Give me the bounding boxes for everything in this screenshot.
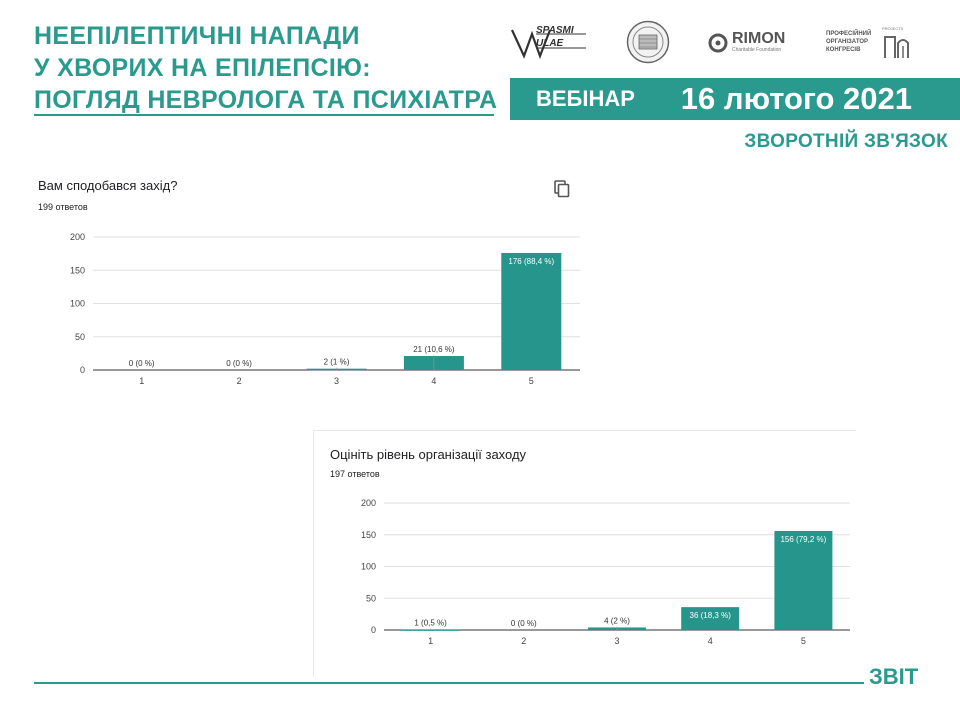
- chart-2-data-label: 36 (18,3 %): [690, 611, 732, 620]
- chart-2-title: Оцініть рівень організації заходу: [330, 447, 527, 462]
- report-label: ЗВІТ: [869, 664, 919, 689]
- chart-1-title: Вам сподобався захід?: [38, 178, 178, 193]
- chart-2-x-tick: 3: [614, 636, 619, 646]
- chart-2-y-tick: 0: [371, 625, 376, 635]
- congress-icon: [884, 36, 909, 58]
- rimon-subtitle: Charitable Foundation: [732, 47, 782, 53]
- chart-2-y-tick: 50: [366, 593, 376, 603]
- chart-1-data-label: 0 (0 %): [226, 359, 252, 368]
- title-line-1: НЕЕПІЛЕПТИЧНІ НАПАДИ: [34, 22, 360, 50]
- chart-1-bar: [501, 252, 562, 370]
- title-line-2: У ХВОРИХ НА ЕПІЛЕПСІЮ:: [34, 54, 371, 82]
- congress-line-2: ОРГАНІЗАТОР: [826, 39, 869, 45]
- chart-1-response-count: 199 ответов: [38, 202, 88, 212]
- chart-1-data-label: 21 (10,6 %): [413, 345, 455, 354]
- chart-1-x-tick: 4: [431, 376, 436, 386]
- chart-1-y-tick: 50: [75, 332, 85, 342]
- spasmi-logo-text: SPASMI ULAE: [536, 25, 574, 49]
- chart-1-data-label: 0 (0 %): [129, 359, 155, 368]
- chart-1-x-tick: 5: [529, 376, 534, 386]
- title-divider: [34, 114, 494, 116]
- chart-2-response-count: 197 ответов: [330, 469, 380, 479]
- congress-line-3: КОНГРЕСІВ: [826, 47, 861, 53]
- chart-2-data-label: 1 (0,5 %): [414, 618, 447, 627]
- chart-2-bar: [681, 607, 740, 630]
- footer-divider: [34, 682, 864, 684]
- chart-2-y-tick: 200: [361, 498, 376, 508]
- spasmi-logo: SPASMI ULAE: [510, 24, 588, 60]
- chart-2-plot: 0 50 100 150 200 1 (0,5 %) 1 0 (0 %) 2 4 (2 %) 3 36…: [361, 498, 850, 646]
- chart-1-x-tick: 2: [237, 376, 242, 386]
- chart-1-data-label: 2 (1 %): [324, 358, 350, 367]
- title-line-3: ПОГЛЯД НЕВРОЛОГА ТА ПСИХІАТРА: [34, 86, 498, 114]
- chart-2-x-tick: 5: [801, 636, 806, 646]
- chart-2-x-tick: 4: [708, 636, 713, 646]
- chart-1-y-tick: 100: [70, 299, 85, 309]
- seal-logo: [626, 20, 670, 64]
- chart-2-data-label: 0 (0 %): [511, 619, 537, 628]
- chart-card-2: Оцініть рівень організації заходу 197 от…: [313, 430, 856, 677]
- chart-2-y-tick: 150: [361, 530, 376, 540]
- congress-line-1: ПРОФЕСІЙНИЙ: [826, 31, 872, 37]
- banner-label: ВЕБІНАР: [536, 86, 635, 111]
- chart-1-data-label: 176 (88,4 %): [508, 257, 554, 266]
- chart-2-x-tick: 1: [428, 636, 433, 646]
- chart-1-y-tick: 0: [80, 365, 85, 375]
- chart-1-y-tick: 150: [70, 265, 85, 275]
- chart-2-bar: [401, 629, 460, 631]
- feedback-heading: ЗВОРОТНІЙ ЗВ'ЯЗОК: [744, 131, 948, 152]
- rimon-icon: [708, 33, 728, 53]
- webinar-banner: ВЕБІНАР 16 лютого 2021: [510, 78, 960, 120]
- chart-2-y-tick: 100: [361, 562, 376, 572]
- rimon-name: RIMON: [732, 30, 786, 47]
- chart-2-data-label: 156 (79,2 %): [780, 535, 826, 544]
- congress-tag: PROJECTS: [882, 26, 904, 31]
- chart-1-y-tick: 200: [70, 232, 85, 242]
- chart-2-bar: [774, 530, 833, 630]
- banner-date: 16 лютого 2021: [680, 81, 912, 116]
- chart-2-data-label: 4 (2 %): [604, 616, 630, 625]
- copy-icon[interactable]: [554, 180, 570, 198]
- chart-1-x-tick: 1: [139, 376, 144, 386]
- congress-logo: ПРОФЕСІЙНИЙ ОРГАНІЗАТОР КОНГРЕСІВ PROJEC…: [826, 26, 918, 60]
- chart-1-plot: 0 50 100 150 200 0 (0 %) 1 0 (0 %) 2 2 (1 %) 3 21 (…: [70, 232, 580, 386]
- spasmi-logo-mark: [511, 29, 586, 60]
- rimon-logo: RIMON Charitable Foundation: [708, 30, 798, 56]
- chart-card-1: Вам сподобався захід? 199 ответов 0 50 100…: [32, 162, 590, 400]
- chart-1-x-tick: 3: [334, 376, 339, 386]
- chart-2-x-tick: 2: [521, 636, 526, 646]
